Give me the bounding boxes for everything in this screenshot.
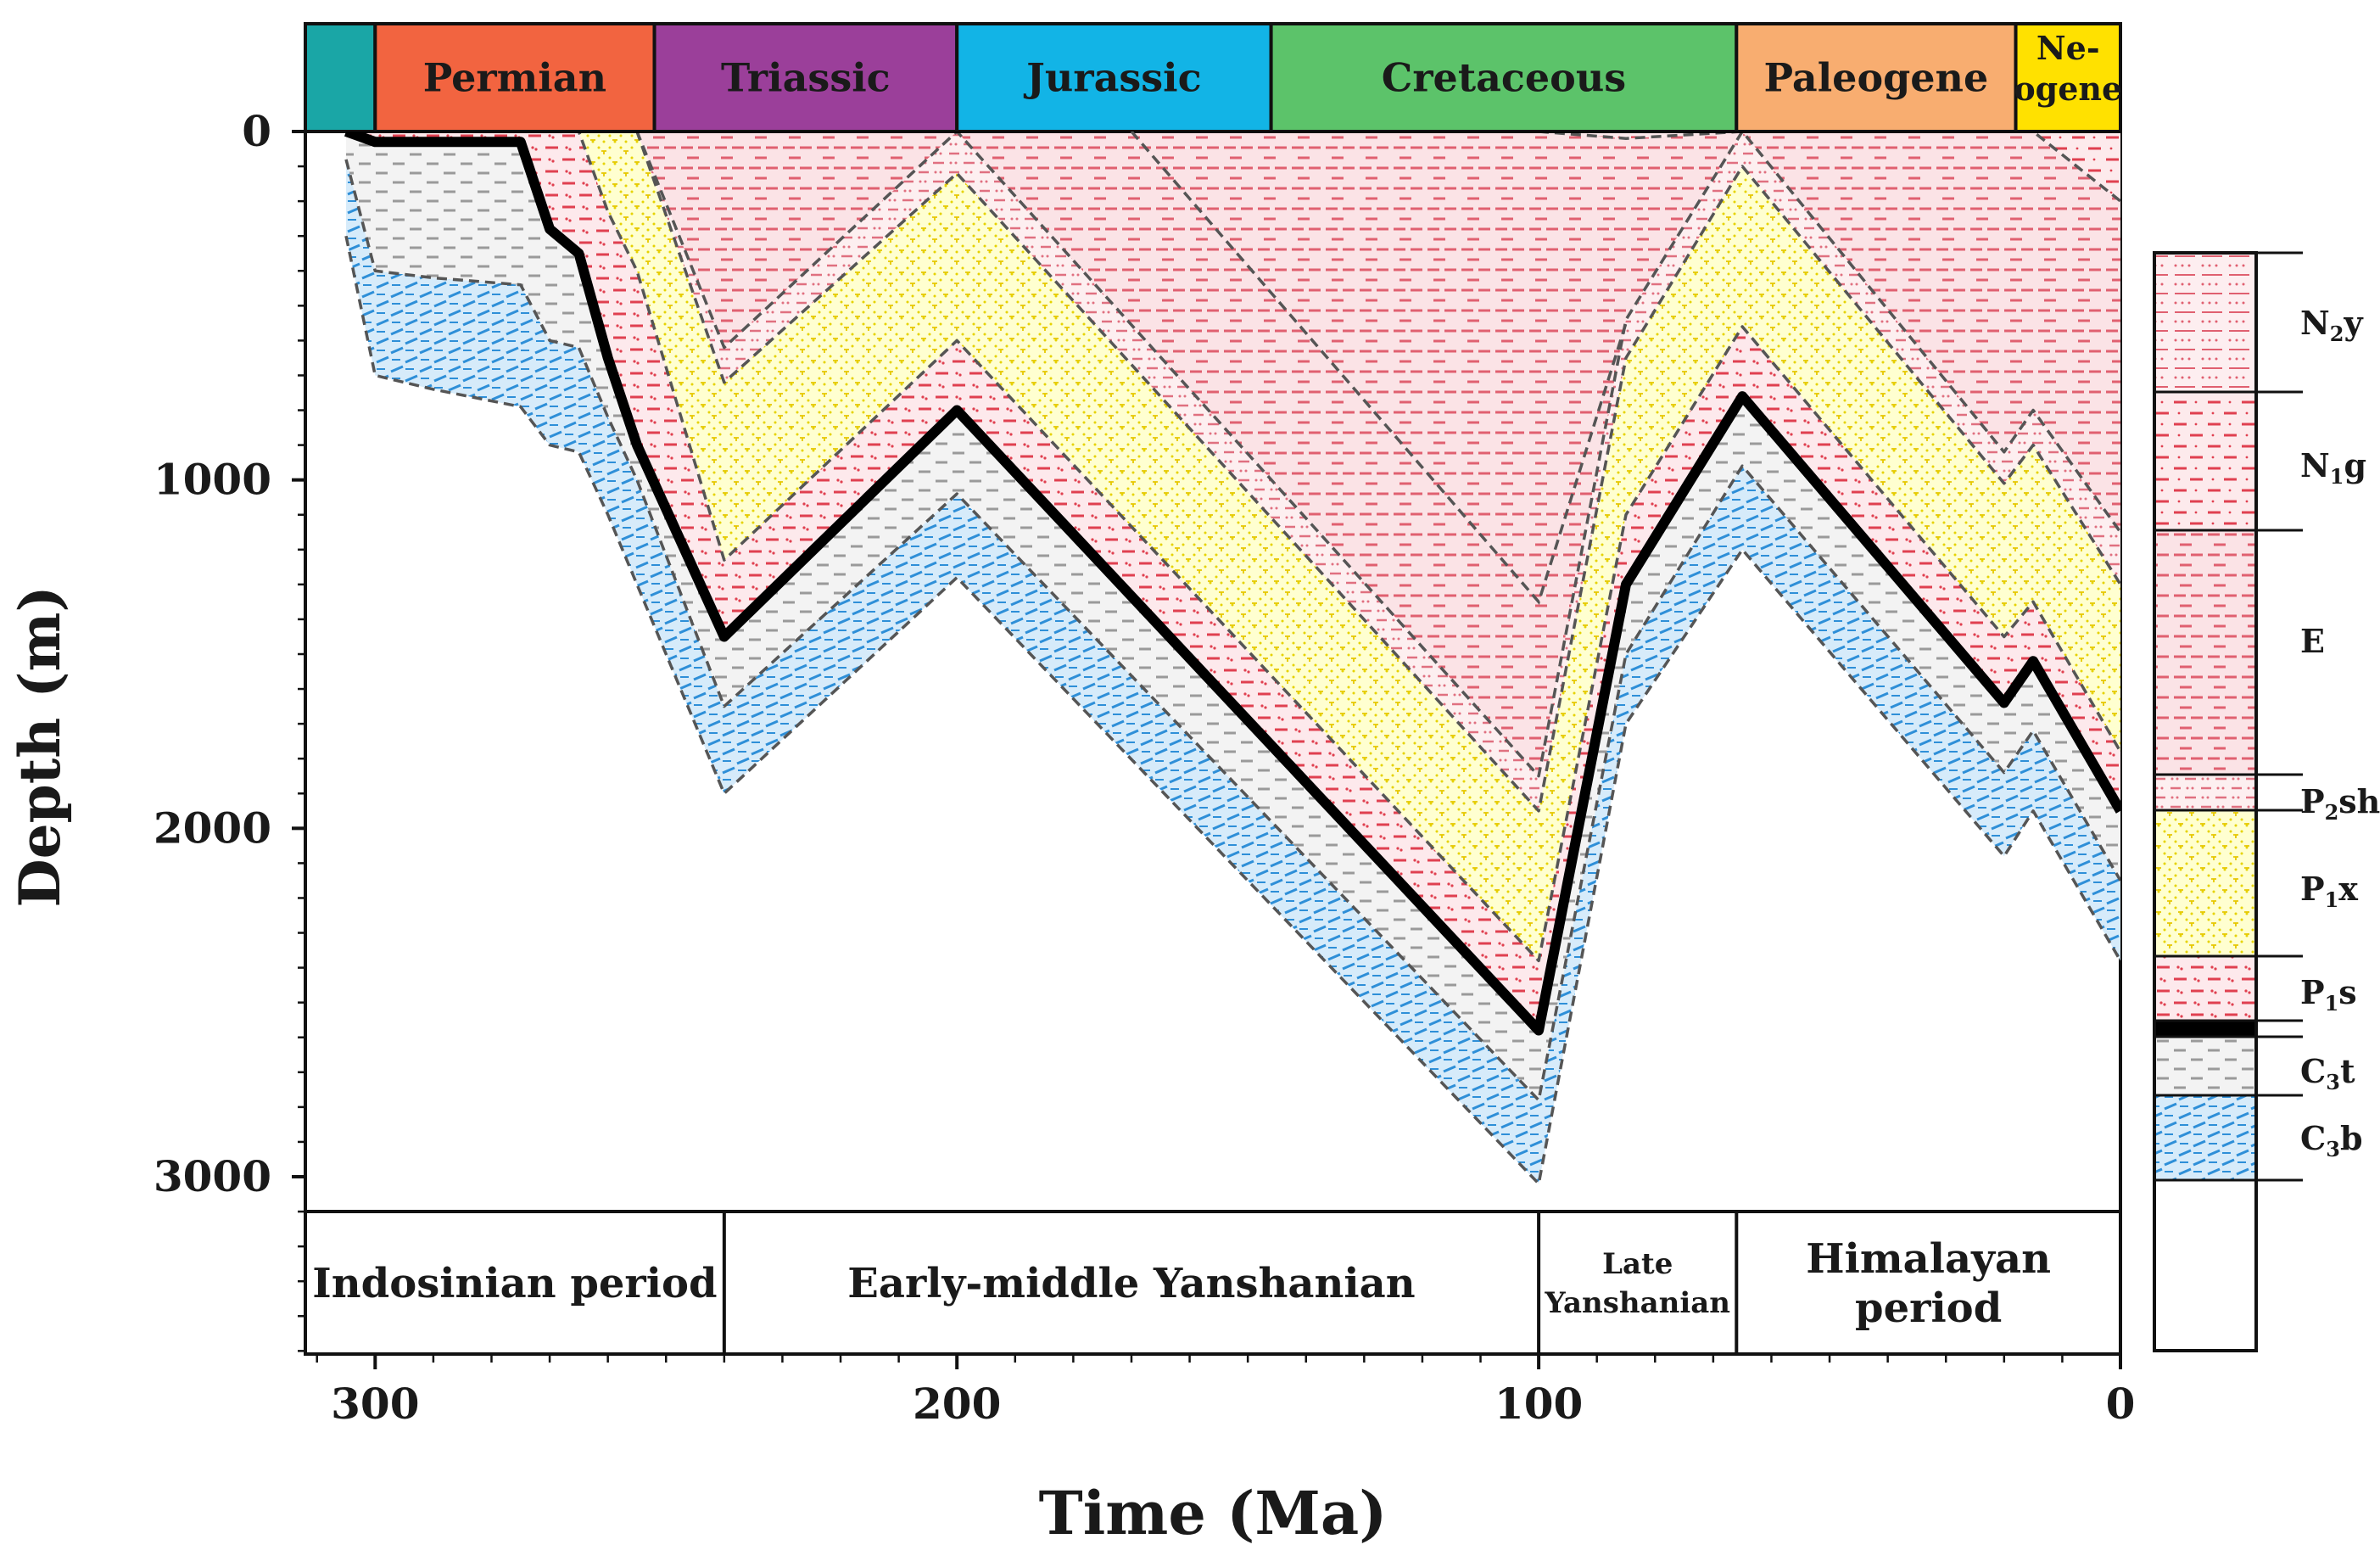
layer-e	[346, 132, 2120, 776]
period-label-cretaceous: Cretaceous	[1382, 55, 1626, 101]
x-tick-label-300: 300	[331, 1379, 419, 1429]
period-cell-6	[2014, 22, 2123, 133]
horizon-line-5	[346, 132, 2120, 778]
y-tick-label-0: 0	[242, 106, 271, 156]
period-label-neogene-1: ogene	[2014, 70, 2122, 108]
extra-dashed-line-0	[1130, 132, 1628, 605]
horizon-lines	[344, 132, 2120, 1185]
x-tick-label-0: 0	[2106, 1379, 2136, 1429]
legend-swatch-p2sh	[2154, 775, 2256, 810]
legend-label-c3t: C3t	[2300, 1052, 2355, 1094]
period-cell-0	[304, 22, 377, 133]
legend-swatch-coal	[2154, 1021, 2256, 1037]
tectonic-label-1-0: Early-middle Yanshanian	[847, 1260, 1415, 1307]
layer-c3t	[346, 132, 2120, 1100]
legend-swatch-n1g	[2154, 392, 2256, 530]
period-label-paleogene: Paleogene	[1764, 55, 1989, 101]
tectonic-label-2-0: Late	[1602, 1247, 1673, 1281]
legend-label-p1x: P1x	[2300, 870, 2358, 912]
legend-swatch-p1x	[2154, 810, 2256, 956]
layer-c3b	[346, 159, 2120, 1184]
legend-swatch-e	[2154, 530, 2256, 775]
tectonic-label-3-1: period	[1855, 1284, 2002, 1332]
legend-swatch-basement	[2154, 1180, 2256, 1351]
tectonic-label-3-0: Himalayan	[1806, 1235, 2051, 1283]
horizon-line-4	[346, 132, 2120, 813]
burial-layers	[346, 132, 2120, 1184]
legend-label-c3b: C3b	[2300, 1119, 2363, 1161]
legend-outline	[2153, 251, 2258, 1352]
coal-seam-line	[344, 132, 2120, 1036]
period-cell-2	[652, 22, 959, 133]
legend-label-e: E	[2300, 622, 2325, 660]
x-axis-label: Time (Ma)	[1039, 1478, 1388, 1548]
geologic-period-bar: Permian Triassic Jurassic Cretaceous Paleoge…	[304, 22, 2123, 133]
tectonic-label-2-1: Yanshanian	[1544, 1286, 1730, 1320]
y-tick-label-2000: 2000	[154, 803, 271, 853]
x-axis: 300 200 100 0	[316, 1354, 2136, 1429]
y-axis-label: Depth (m)	[7, 585, 73, 907]
horizon-line-0	[344, 235, 2120, 1185]
legend: N2y N1g E P2sh P1x P1s C3t C3b	[2153, 251, 2380, 1352]
legend-label-p2sh: P2sh	[2300, 782, 2380, 825]
period-cell-4	[1269, 22, 1739, 133]
period-label-triassic: Triassic	[721, 55, 891, 101]
period-label-neogene-0: Ne-	[2036, 29, 2100, 67]
horizon-line-1	[344, 159, 2120, 1102]
legend-label-n1g: N1g	[2300, 446, 2366, 489]
legend-label-p1s: P1s	[2300, 973, 2357, 1016]
legend-label-n2y: N2y	[2300, 304, 2363, 346]
x-tick-label-100: 100	[1494, 1379, 1583, 1429]
y-axis: 0 1000 2000 3000	[154, 106, 305, 1352]
legend-swatch-n2y	[2154, 253, 2256, 392]
y-tick-label-3000: 3000	[154, 1151, 271, 1201]
layer-p1x	[346, 132, 2120, 961]
legend-swatch-c3t	[2154, 1037, 2256, 1095]
period-label-jurassic: Jurassic	[1023, 55, 1202, 101]
tectonic-label-0-0: Indosinian period	[312, 1260, 717, 1307]
period-label-permian: Permian	[423, 55, 606, 101]
x-tick-label-200: 200	[913, 1379, 1001, 1429]
legend-swatch-c3b	[2154, 1095, 2256, 1180]
horizon-line-3	[346, 132, 2120, 963]
legend-swatch-p1s	[2154, 956, 2256, 1021]
y-tick-label-1000: 1000	[154, 455, 271, 505]
layer-p2sh	[346, 132, 2120, 811]
tectonic-period-row: Indosinian period Early-middle Yanshanian…	[312, 1212, 2051, 1354]
